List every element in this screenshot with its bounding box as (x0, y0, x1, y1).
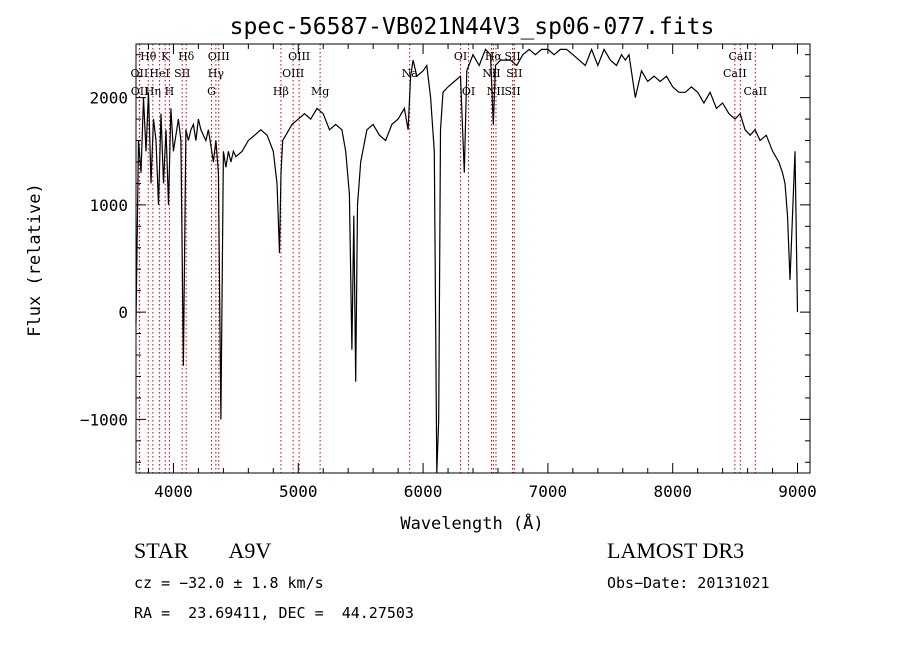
feature-label: OIII (208, 50, 230, 63)
feature-label: Hθ (140, 50, 157, 63)
y-axis-ticks: −1000 0 1000 2000 (80, 54, 810, 463)
feature-label: Na (402, 67, 419, 80)
feature-label: OII (131, 67, 149, 80)
feature-label: OI (462, 85, 475, 98)
feature-label: SII (506, 67, 522, 80)
feature-label: OIII (282, 67, 304, 80)
x-tick-label: 9000 (778, 482, 817, 501)
x-tick-label: 7000 (529, 482, 568, 501)
feature-label: K (161, 50, 170, 63)
feature-label: H (165, 85, 175, 98)
redshift-text: cz = −32.0 ± 1.8 km/s (134, 574, 324, 592)
x-axis-ticks: 4000 5000 6000 7000 8000 9000 (147, 44, 817, 501)
object-class: STAR A9V (134, 538, 271, 564)
x-tick-label: 5000 (279, 482, 318, 501)
obs-date-text: Obs−Date: 20131021 (607, 574, 770, 592)
x-axis-label: Wavelength (Å) (400, 512, 543, 534)
x-tick-label: 4000 (154, 482, 193, 501)
feature-label: CaII (723, 67, 747, 80)
feature-label: OIII (288, 50, 310, 63)
feature-label: CaII (729, 50, 753, 63)
x-tick-label: 6000 (404, 482, 443, 501)
feature-label: HeI (149, 67, 169, 80)
feature-label: NII (487, 85, 505, 98)
feature-label: G (207, 85, 216, 98)
feature-label: OI (454, 50, 467, 63)
feature-label: Mg (311, 85, 329, 98)
feature-label: Hβ (273, 85, 289, 98)
y-tick-label: 2000 (89, 89, 128, 108)
feature-label: CaII (743, 85, 767, 98)
chart-title: spec-56587-VB021N44V3_sp06-077.fits (230, 14, 715, 40)
x-tick-label: 8000 (653, 482, 692, 501)
y-tick-label: −1000 (80, 410, 128, 429)
feature-label: SII (504, 50, 520, 63)
y-tick-label: 0 (118, 303, 128, 322)
feature-label: Hη (145, 85, 161, 98)
ra-dec-text: RA = 23.69411, DEC = 44.27503 (134, 604, 414, 622)
feature-label: Hδ (178, 50, 195, 63)
feature-label: SII (504, 85, 520, 98)
feature-label: SII (174, 67, 190, 80)
subclass-label: A9V (228, 538, 272, 563)
feature-label: Hγ (208, 67, 225, 80)
line-markers (138, 44, 756, 473)
feature-label: OII (131, 85, 149, 98)
plot-frame (135, 43, 811, 474)
spectrum-line (135, 47, 799, 474)
y-axis-label: Flux (relative) (25, 183, 45, 337)
class-label: STAR (134, 538, 189, 563)
y-tick-label: 1000 (89, 196, 128, 215)
survey-label: LAMOST DR3 (607, 538, 745, 563)
